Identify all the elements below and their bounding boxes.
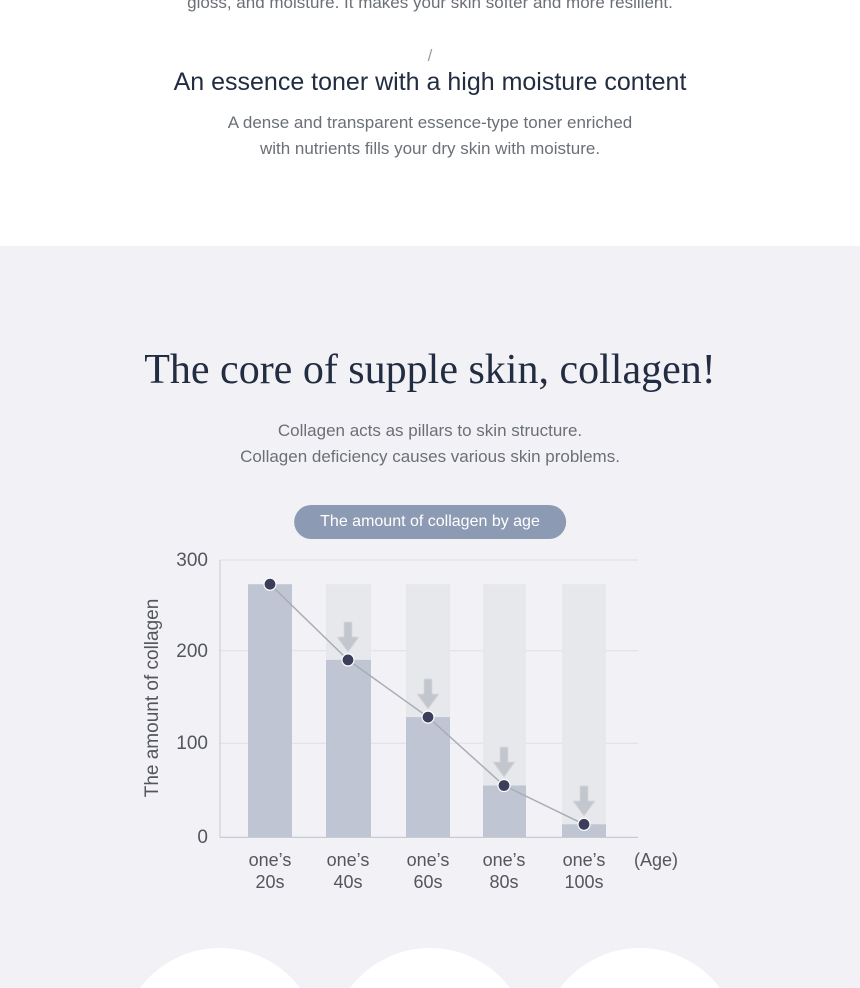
svg-text:100s: 100s	[564, 872, 603, 892]
svg-text:one’s: one’s	[483, 850, 526, 870]
svg-text:40s: 40s	[333, 872, 362, 892]
svg-text:80s: 80s	[489, 872, 518, 892]
svg-text:one’s: one’s	[563, 850, 606, 870]
svg-text:one’s: one’s	[407, 850, 450, 870]
svg-text:(Age): (Age)	[634, 850, 678, 870]
svg-text:200: 200	[176, 641, 208, 662]
svg-text:20s: 20s	[255, 872, 284, 892]
svg-text:one’s: one’s	[249, 850, 292, 870]
svg-text:60s: 60s	[413, 872, 442, 892]
svg-text:0: 0	[197, 827, 208, 848]
svg-text:The amount of collagen: The amount of collagen	[142, 599, 163, 798]
svg-text:100: 100	[176, 733, 208, 754]
svg-text:one’s: one’s	[327, 850, 370, 870]
svg-text:300: 300	[176, 550, 208, 571]
